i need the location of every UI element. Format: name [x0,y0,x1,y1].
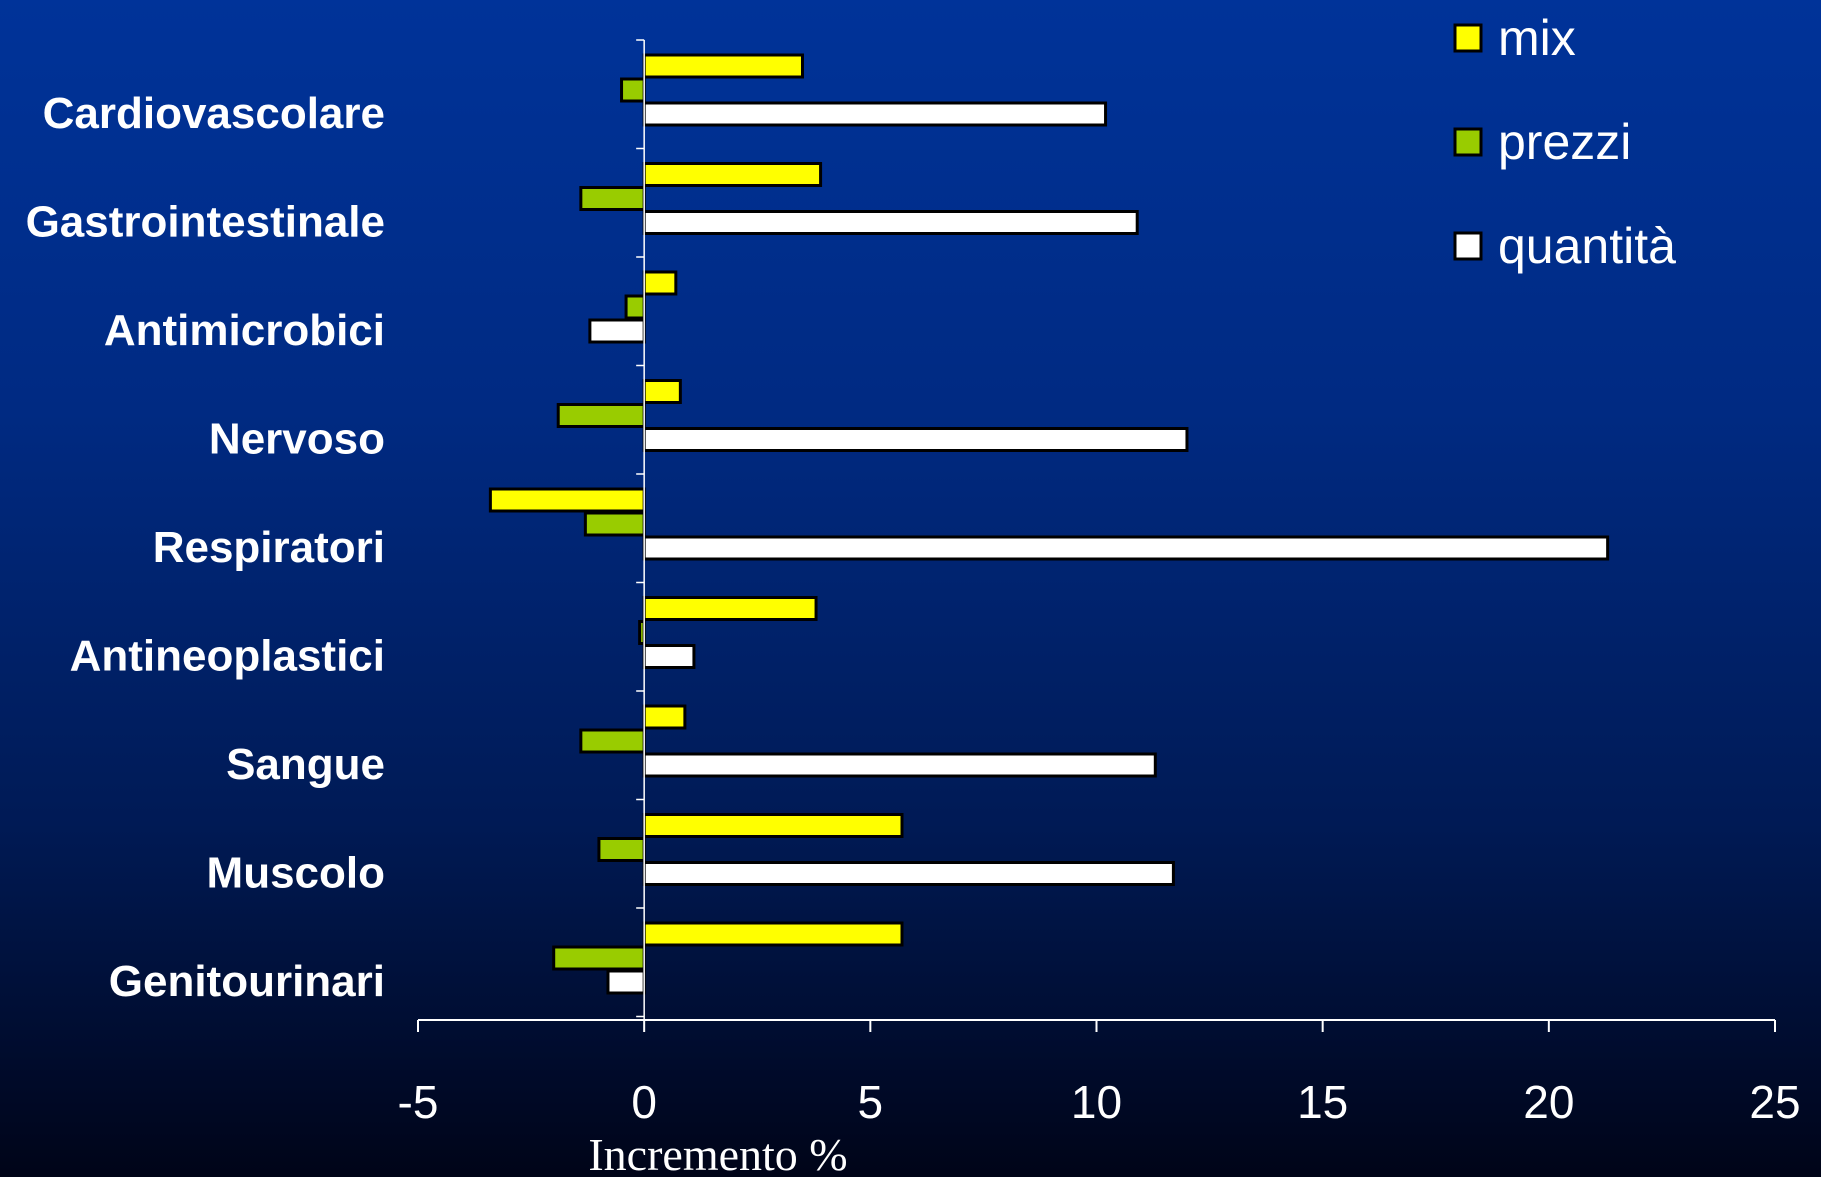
legend-label: mix [1498,10,1576,66]
bar-mix [642,379,682,404]
legend-swatch-mix [1453,23,1483,53]
bar-prezzi [556,403,646,428]
bar-quantità [642,535,1610,561]
x-tick-label: 25 [1749,1076,1800,1128]
category-label: Gastrointestinale [26,198,385,247]
bar-mix [642,270,678,296]
category-label: Antineoplastici [70,632,385,681]
category-label: Nervoso [209,415,385,464]
legend: mix prezzi quantità [1453,10,1676,274]
category-label: Genitourinari [109,957,385,1006]
legend-label: prezzi [1498,114,1631,170]
bar-quantità [642,101,1108,127]
category-label: Sangue [226,740,385,789]
legend-swatch-prezzi [1453,127,1483,157]
bar-quantità [642,644,696,669]
x-tick-label: 10 [1071,1076,1122,1128]
category-label: Muscolo [207,849,385,898]
bar-quantità [606,969,646,995]
bar-quantità [642,210,1139,235]
category-label: Cardiovascolare [43,89,385,138]
bar-mix [642,596,818,621]
bars [488,53,1610,995]
bar-quantità [642,427,1189,452]
bar-mix [642,704,687,730]
x-tick-label: 20 [1523,1076,1574,1128]
category-labels: Cardiovascolare Gastrointestinale Antimicr… [26,89,385,1006]
bar-mix [642,162,823,187]
bar-mix [642,921,904,947]
bar-prezzi [620,77,646,103]
category-label: Respiratori [153,523,385,572]
bar-quantità [642,861,1175,886]
bar-quantità [642,752,1157,778]
bar-prezzi [597,837,646,862]
x-tick-label: 0 [631,1076,657,1128]
bar-mix [642,813,904,838]
bar-quantità [588,318,646,344]
bar-prezzi [579,186,646,211]
legend-swatch-quantità [1453,231,1483,261]
x-axis-ticks: -5 0 5 10 15 20 25 [398,1020,1801,1128]
legend-label: quantità [1498,218,1676,274]
x-tick-label: 5 [858,1076,884,1128]
bar-prezzi [552,945,646,971]
x-axis-title: Incremento % [588,1129,847,1177]
bar-prezzi [579,728,646,754]
bar-mix [488,487,646,513]
bar-prezzi [624,294,646,320]
x-tick-label: 15 [1297,1076,1348,1128]
category-label: Antimicrobici [104,306,385,355]
bar-prezzi [583,511,646,537]
bar-mix [642,53,804,79]
x-tick-label: -5 [398,1076,439,1128]
